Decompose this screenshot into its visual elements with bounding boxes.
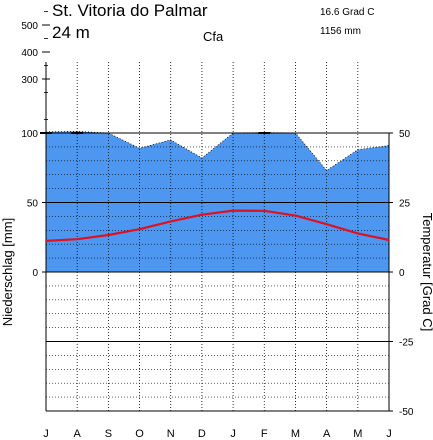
month-label: M	[291, 428, 300, 440]
precipitation-axis-label: Niederschlag [mm]	[0, 218, 15, 326]
temperature-tick-label: -50	[399, 407, 414, 418]
precipitation-tick-label: 400	[21, 48, 38, 59]
month-label: N	[167, 428, 175, 440]
climate-class: Cfa	[203, 29, 224, 44]
temperature-tick-label: 0	[399, 268, 405, 279]
temperature-tick-label: -25	[399, 338, 414, 349]
temperature-tick-label: 50	[399, 129, 411, 140]
month-label: O	[135, 428, 144, 440]
month-label: M	[353, 428, 362, 440]
plot-area: 0 50 100 300 400 500 -50 -25 0 25 50 J A S O N D J F M A M J	[21, 11, 414, 440]
annual-precipitation: 1156 mm	[320, 26, 361, 37]
month-label: A	[323, 428, 331, 440]
humid-period-area	[46, 131, 389, 241]
precipitation-tick-label: 0	[32, 268, 38, 279]
month-label: A	[74, 428, 82, 440]
month-label: J	[386, 428, 392, 440]
station-name: St. Vitoria do Palmar	[52, 1, 208, 20]
month-label: S	[105, 428, 112, 440]
precipitation-tick-label: 500	[21, 21, 38, 32]
temperature-curve	[45, 209, 390, 242]
station-elevation: 24 m	[52, 23, 90, 42]
precipitation-tick-label: 50	[27, 199, 39, 210]
month-label: F	[261, 428, 268, 440]
area-below-temperature	[46, 210, 389, 272]
temperature-axis-label: Temperatur [Grad C]	[420, 213, 433, 332]
month-label: J	[43, 428, 49, 440]
precipitation-curve	[45, 130, 390, 172]
month-label: D	[198, 428, 206, 440]
temperature-tick-label: 25	[399, 199, 411, 210]
annual-mean-temperature: 16.6 Grad C	[320, 7, 374, 18]
precipitation-tick-label: 100	[21, 129, 38, 140]
precipitation-tick-label: 300	[21, 75, 38, 86]
month-label: J	[230, 428, 236, 440]
